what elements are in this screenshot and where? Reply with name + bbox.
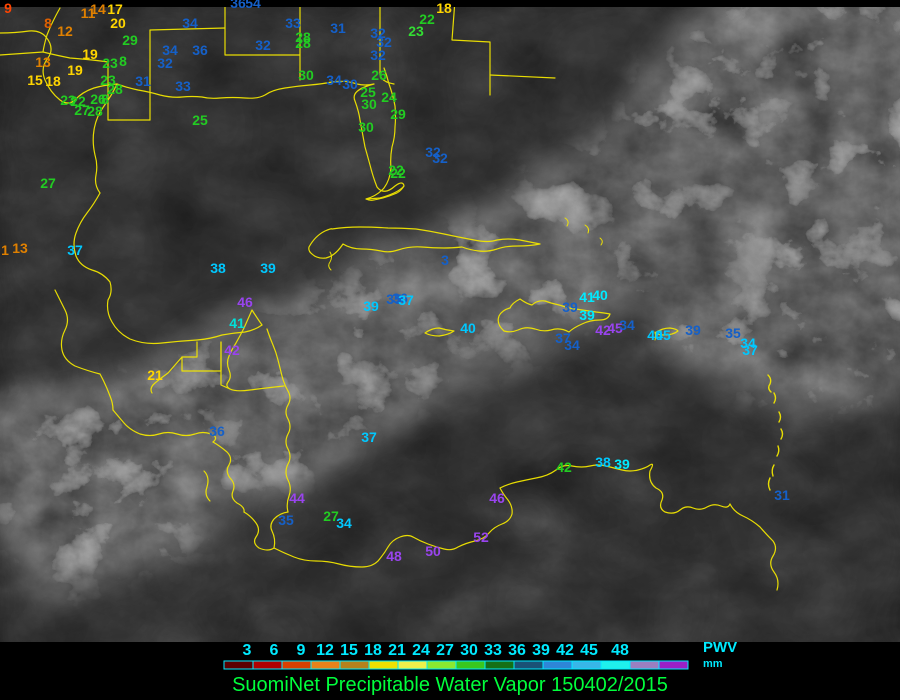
svg-text:36: 36 <box>192 42 208 58</box>
svg-text:18: 18 <box>436 0 452 16</box>
svg-text:26: 26 <box>371 67 387 83</box>
svg-text:42: 42 <box>556 459 572 475</box>
svg-text:34: 34 <box>564 337 580 353</box>
svg-text:3: 3 <box>243 642 252 659</box>
svg-text:40: 40 <box>460 320 476 336</box>
svg-text:38: 38 <box>595 454 611 470</box>
svg-text:3: 3 <box>441 252 449 268</box>
svg-text:8: 8 <box>119 53 127 69</box>
svg-text:mm: mm <box>703 658 723 670</box>
svg-text:SuomiNet Precipitable Water Va: SuomiNet Precipitable Water Vapor 150402… <box>232 674 668 696</box>
svg-text:12: 12 <box>57 23 73 39</box>
svg-text:39: 39 <box>532 642 550 659</box>
svg-text:52: 52 <box>473 529 489 545</box>
svg-text:46: 46 <box>489 490 505 506</box>
svg-text:27: 27 <box>40 175 56 191</box>
svg-text:20: 20 <box>110 15 126 31</box>
svg-text:45: 45 <box>580 642 598 659</box>
svg-text:18: 18 <box>45 73 61 89</box>
svg-text:32: 32 <box>425 144 441 160</box>
svg-text:6: 6 <box>270 642 279 659</box>
svg-text:37: 37 <box>67 242 83 258</box>
svg-text:48: 48 <box>386 548 402 564</box>
svg-text:37: 37 <box>361 429 377 445</box>
svg-text:18: 18 <box>364 642 382 659</box>
svg-text:50: 50 <box>425 543 441 559</box>
svg-text:9: 9 <box>4 0 12 16</box>
svg-text:36: 36 <box>230 0 246 11</box>
svg-text:37: 37 <box>398 292 414 308</box>
svg-text:45: 45 <box>655 327 671 343</box>
svg-text:39: 39 <box>614 456 630 472</box>
svg-text:15: 15 <box>27 72 43 88</box>
svg-text:30: 30 <box>298 67 314 83</box>
svg-text:8: 8 <box>44 15 52 31</box>
svg-text:19: 19 <box>67 62 83 78</box>
svg-text:34: 34 <box>326 72 342 88</box>
svg-text:15: 15 <box>340 642 358 659</box>
svg-text:46: 46 <box>237 294 253 310</box>
svg-text:39: 39 <box>363 298 379 314</box>
svg-text:34: 34 <box>619 317 635 333</box>
svg-text:30: 30 <box>361 96 377 112</box>
svg-text:29: 29 <box>390 106 406 122</box>
svg-text:35: 35 <box>278 512 294 528</box>
svg-text:28: 28 <box>87 103 103 119</box>
svg-text:37: 37 <box>742 342 758 358</box>
svg-text:21: 21 <box>147 367 163 383</box>
svg-text:22: 22 <box>388 162 404 178</box>
svg-text:31: 31 <box>135 73 151 89</box>
svg-text:13: 13 <box>35 54 51 70</box>
svg-text:28: 28 <box>107 81 123 97</box>
svg-text:35: 35 <box>725 325 741 341</box>
svg-text:30: 30 <box>342 76 358 92</box>
svg-text:13: 13 <box>12 240 28 256</box>
svg-text:24: 24 <box>381 89 397 105</box>
svg-text:34: 34 <box>336 515 352 531</box>
svg-text:29: 29 <box>122 32 138 48</box>
svg-text:32: 32 <box>157 55 173 71</box>
svg-text:27: 27 <box>436 642 454 659</box>
svg-text:25: 25 <box>192 112 208 128</box>
svg-text:33: 33 <box>175 78 191 94</box>
svg-text:39: 39 <box>685 322 701 338</box>
svg-text:28: 28 <box>295 29 311 45</box>
svg-text:30: 30 <box>460 642 478 659</box>
svg-text:48: 48 <box>611 642 629 659</box>
svg-text:54: 54 <box>245 0 261 11</box>
svg-text:32: 32 <box>255 37 271 53</box>
svg-text:12: 12 <box>316 642 334 659</box>
svg-text:14: 14 <box>90 1 106 17</box>
svg-text:39: 39 <box>260 260 276 276</box>
svg-text:39: 39 <box>562 299 578 315</box>
svg-text:44: 44 <box>289 490 305 506</box>
svg-text:32: 32 <box>376 34 392 50</box>
svg-text:23: 23 <box>408 23 424 39</box>
svg-text:24: 24 <box>412 642 430 659</box>
svg-text:36: 36 <box>508 642 526 659</box>
svg-text:31: 31 <box>774 487 790 503</box>
svg-text:PWV: PWV <box>703 639 737 656</box>
svg-text:30: 30 <box>358 119 374 135</box>
svg-text:41: 41 <box>229 315 245 331</box>
svg-text:42: 42 <box>556 642 574 659</box>
svg-text:40: 40 <box>592 287 608 303</box>
svg-text:21: 21 <box>388 642 406 659</box>
svg-text:36: 36 <box>209 423 225 439</box>
svg-text:23: 23 <box>102 55 118 71</box>
svg-text:42: 42 <box>224 342 240 358</box>
svg-text:31: 31 <box>330 20 346 36</box>
svg-text:1: 1 <box>1 242 9 258</box>
svg-text:33: 33 <box>484 642 502 659</box>
svg-text:19: 19 <box>82 46 98 62</box>
svg-text:9: 9 <box>297 642 306 659</box>
svg-text:38: 38 <box>210 260 226 276</box>
svg-text:39: 39 <box>579 307 595 323</box>
svg-text:34: 34 <box>182 15 198 31</box>
